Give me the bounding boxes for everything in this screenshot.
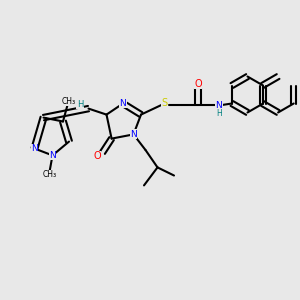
Text: O: O	[93, 151, 101, 161]
Text: O: O	[194, 79, 202, 89]
Text: S: S	[161, 98, 167, 109]
Text: H: H	[77, 100, 83, 109]
Text: CH₃: CH₃	[61, 97, 76, 106]
Text: H: H	[216, 109, 222, 118]
Text: N: N	[215, 100, 222, 109]
Text: CH₃: CH₃	[42, 170, 57, 179]
Text: N: N	[49, 151, 56, 160]
Text: N: N	[120, 99, 126, 108]
Text: N: N	[130, 130, 137, 139]
Text: N: N	[31, 144, 38, 153]
